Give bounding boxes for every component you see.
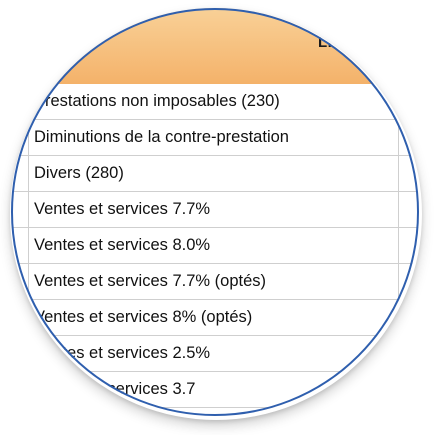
table-row[interactable]: Ventes et services 8.0%: [11, 228, 419, 264]
table-cell[interactable]: Ventes et services 7.7%: [34, 192, 210, 227]
table-row[interactable]: Divers (280): [11, 156, 419, 192]
table-row[interactable]: Ventes et services 7.7%: [11, 192, 419, 228]
table-cell[interactable]: Ventes et services 2.5%: [34, 336, 210, 371]
table-cell[interactable]: Divers (280): [34, 156, 124, 191]
table-cell[interactable]: Prestations non imposables (230): [34, 84, 280, 119]
table-row[interactable]: Ventes et services 8% (optés): [11, 300, 419, 336]
column-header-label: Li: [318, 34, 332, 51]
magnifier-lens: Li Prestations non imposables (230) Dimi…: [11, 8, 419, 416]
table-cell[interactable]: Ventes et services 8% (optés): [34, 300, 252, 335]
table-cell[interactable]: Ventes et services 7.7% (optés): [34, 264, 266, 299]
table-cell[interactable]: Ventes et services 8.0%: [34, 228, 210, 263]
table-cell[interactable]: Diminutions de la contre-prestation: [34, 120, 289, 155]
spreadsheet-zoom: Li Prestations non imposables (230) Dimi…: [11, 8, 419, 416]
table-row[interactable]: Ventes et services 7.7% (optés): [11, 264, 419, 300]
table-row[interactable]: Ventes et services 2.5%: [11, 336, 419, 372]
grid-line-right: [398, 84, 399, 416]
table-row[interactable]: Diminutions de la contre-prestation: [11, 120, 419, 156]
grid-line-left: [28, 84, 29, 416]
column-header: Li: [11, 8, 419, 85]
table-row[interactable]: Prestations non imposables (230): [11, 84, 419, 120]
table-row[interactable]: Ventes et services 3.7: [11, 372, 419, 408]
table-cell[interactable]: Ventes et services 3.7: [34, 372, 195, 407]
